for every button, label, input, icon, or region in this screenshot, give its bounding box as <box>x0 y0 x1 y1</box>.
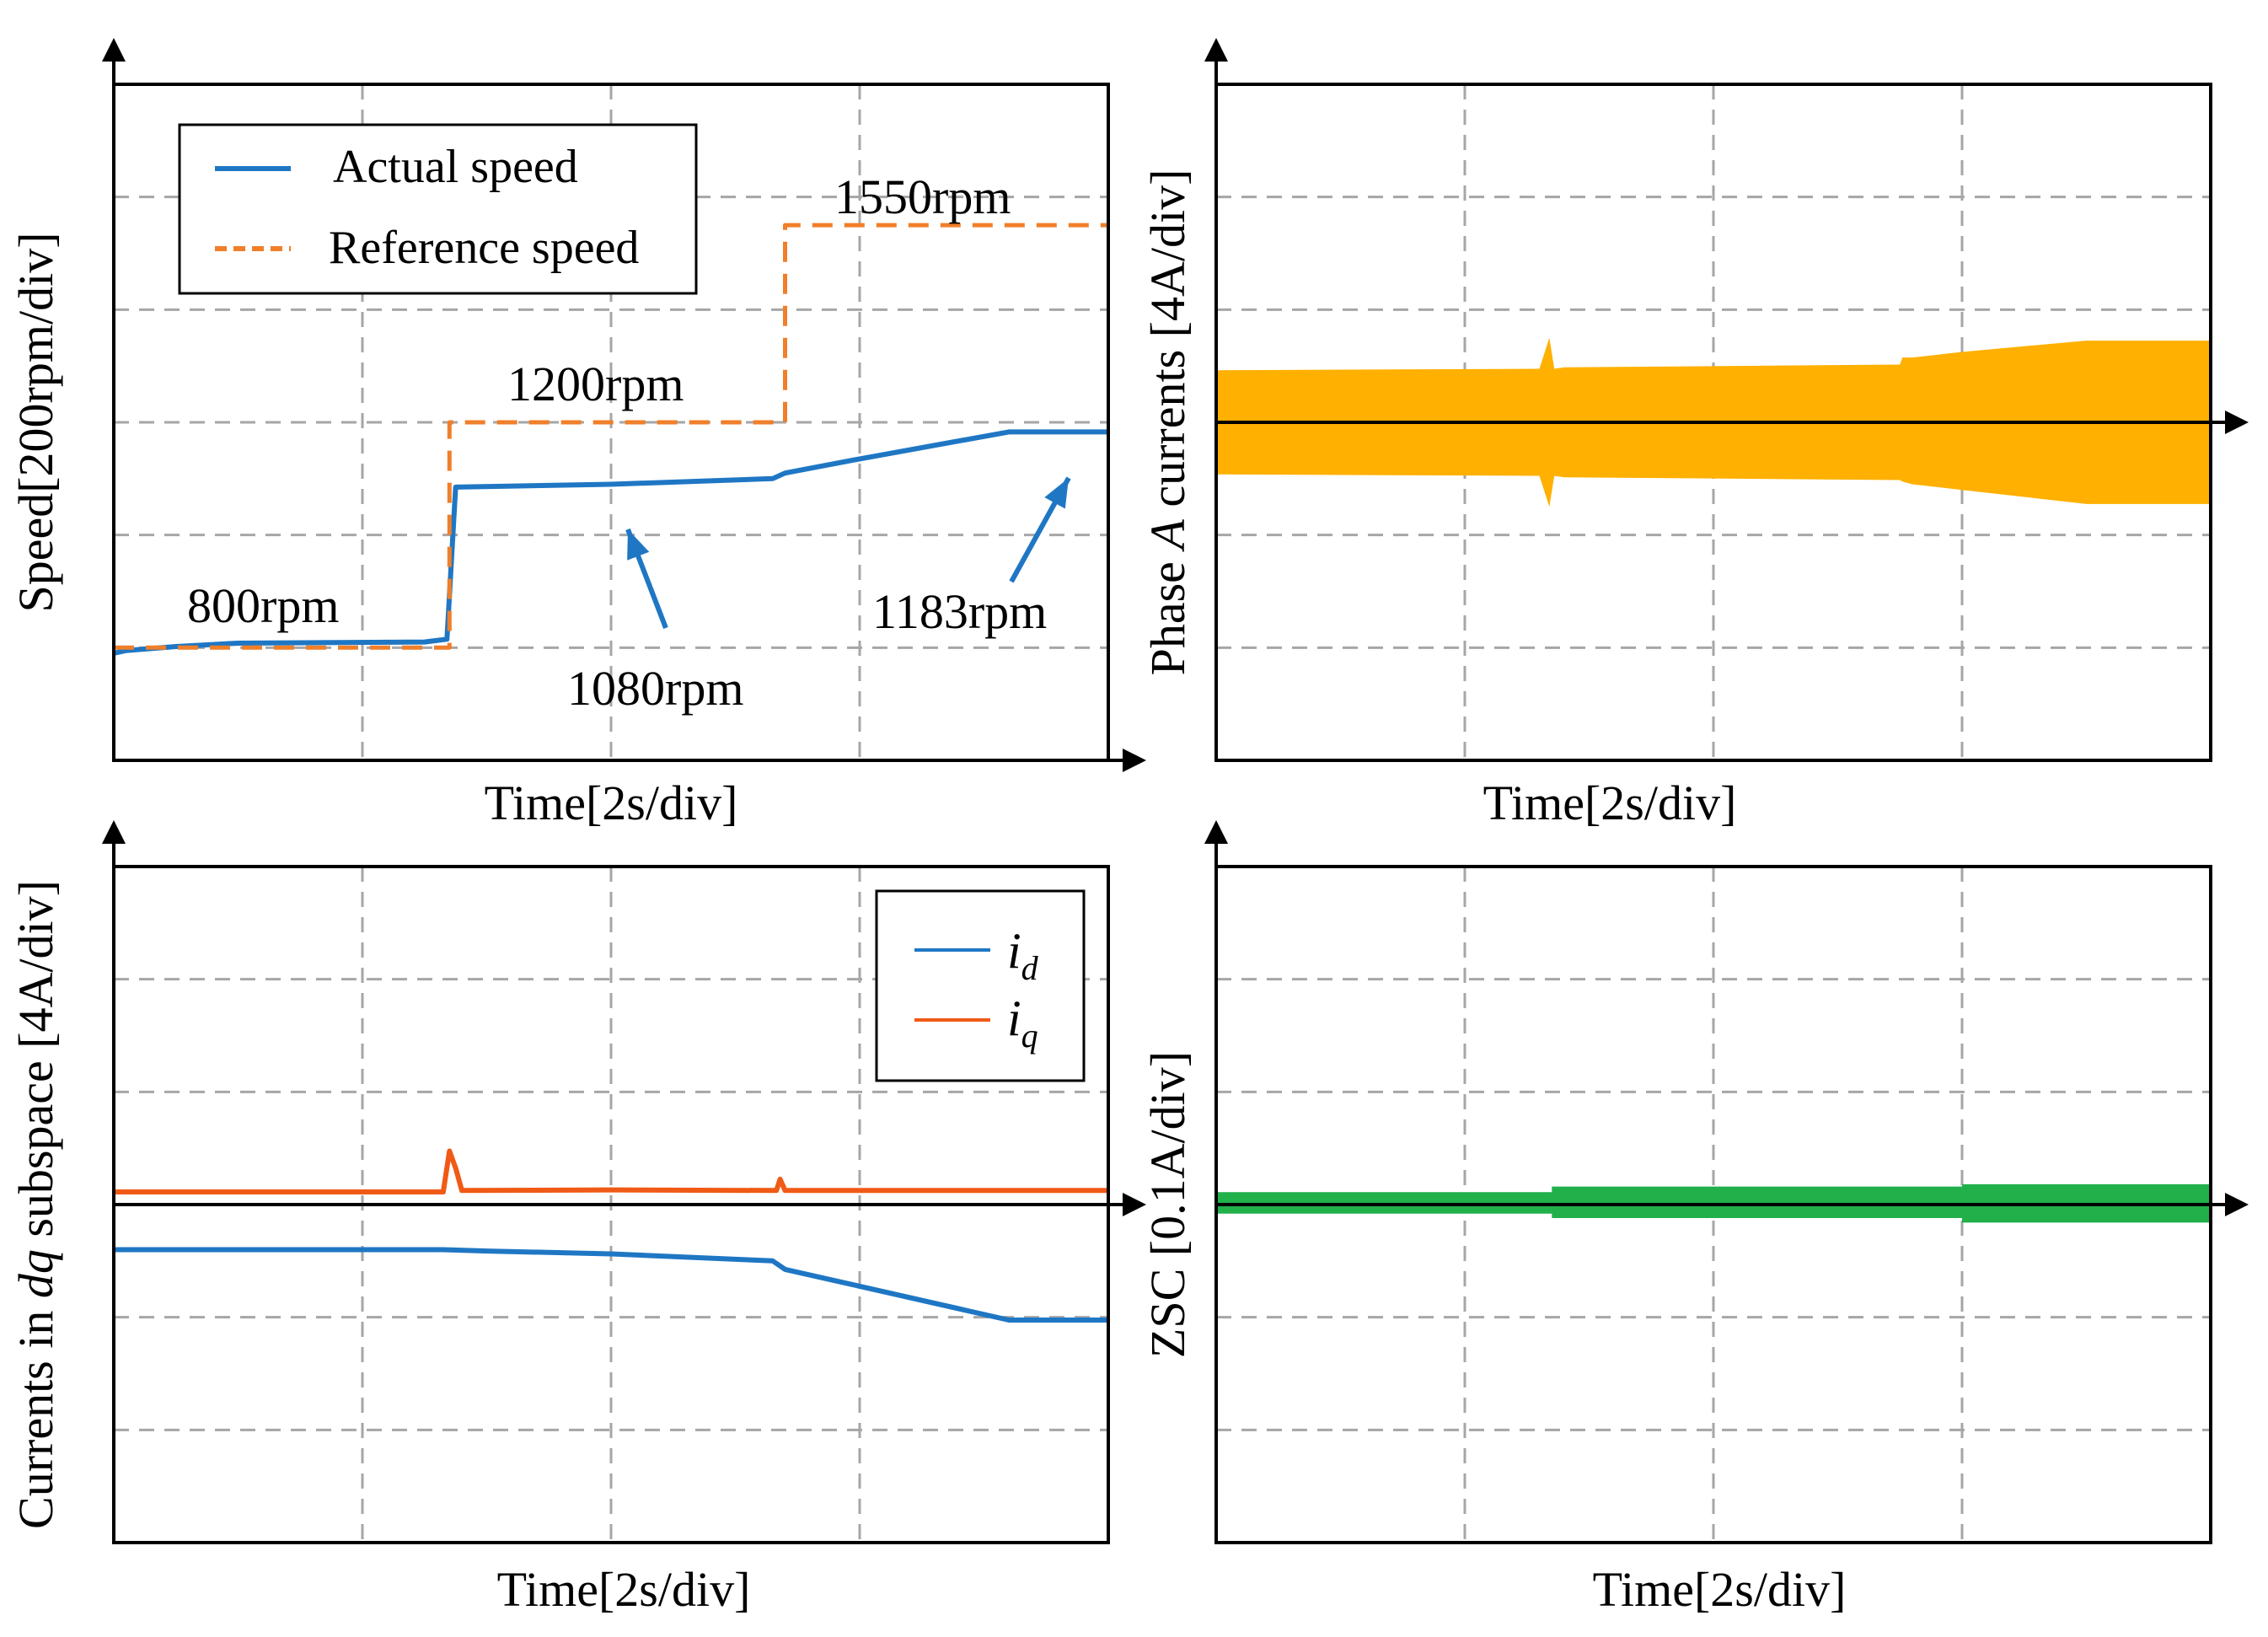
speed-y-axis-arrowhead <box>102 38 126 62</box>
dq-ylabel-part-1: Currents in <box>8 1298 63 1529</box>
dq-ylabel-part-2: dq <box>8 1249 63 1298</box>
arrow-1080rpm-head <box>627 529 650 561</box>
phase-ylabel-part-2: A <box>1140 519 1195 553</box>
annotation-800rpm: 800rpm <box>187 578 339 633</box>
speed-y-axis-label: Speed[200rpm/div] <box>8 232 63 612</box>
zsc-axes <box>1204 820 2249 1543</box>
zsc-panel: ZSC [0.1A/div] Time[2s/div] <box>1140 820 2249 1617</box>
annotation-1080rpm: 1080rpm <box>567 661 743 716</box>
speed-x-axis-label: Time[2s/div] <box>485 776 738 830</box>
zsc-x-axis-arrowhead <box>2225 1193 2249 1216</box>
zsc-y-axis-label: ZSC [0.1A/div] <box>1140 1051 1195 1358</box>
dq-panel: Currents in dq subspace [4A/div] Time[2s… <box>8 820 1146 1617</box>
speed-axes <box>102 38 1146 772</box>
dq-series-i-d <box>114 1247 1108 1323</box>
dq-x-axis-arrowhead <box>1123 1193 1146 1216</box>
annotation-1200rpm: 1200rpm <box>507 357 684 411</box>
dq-y-axis-label: Currents in dq subspace [4A/div] <box>8 880 63 1529</box>
dq-legend: id iq <box>875 889 1086 1082</box>
phase-x-axis-label: Time[2s/div] <box>1483 776 1737 830</box>
speed-series-layer <box>114 223 1108 656</box>
speed-x-axis-arrowhead <box>1123 749 1146 772</box>
phase-panel: Phase A currents [4A/div] Time[2s/div] <box>1140 38 2249 830</box>
speed-annotation-arrows <box>625 476 1071 630</box>
zsc-x-axis-label: Time[2s/div] <box>1593 1562 1847 1617</box>
speed-legend: Actual speed Reference speed <box>178 123 698 295</box>
annotation-1550rpm: 1550rpm <box>834 169 1011 224</box>
dq-ylabel-part-3: subspace [4A/div] <box>8 880 63 1249</box>
phase-ylabel-part-3: currents [4A/div] <box>1140 169 1195 520</box>
dq-series-layer <box>114 1148 1108 1323</box>
arrow-1183rpm-head <box>1044 478 1069 509</box>
zsc-y-axis-arrowhead <box>1204 820 1228 844</box>
dq-legend-box <box>875 889 1086 1082</box>
phase-axes <box>1204 38 2249 760</box>
dq-x-axis-label: Time[2s/div] <box>497 1562 751 1617</box>
phase-x-axis-arrowhead <box>2225 411 2249 434</box>
legend-reference-speed-label: Reference speed <box>329 222 639 274</box>
speed-legend-box <box>178 123 698 295</box>
phase-y-axis-label: Phase A currents [4A/div] <box>1140 169 1195 676</box>
legend-actual-speed-label: Actual speed <box>333 141 578 193</box>
phase-y-axis-arrowhead <box>1204 38 1228 62</box>
dq-axes <box>102 820 1146 1543</box>
speed-panel: Speed[200rpm/div] Time[2s/div] Actual sp… <box>8 38 1146 830</box>
dq-series-i-q <box>114 1148 1108 1194</box>
dq-y-axis-arrowhead <box>102 820 126 844</box>
speed-series-actual-speed <box>114 429 1108 656</box>
annotation-1183rpm: 1183rpm <box>872 584 1047 639</box>
phase-ylabel-part-1: Phase <box>1140 550 1195 676</box>
